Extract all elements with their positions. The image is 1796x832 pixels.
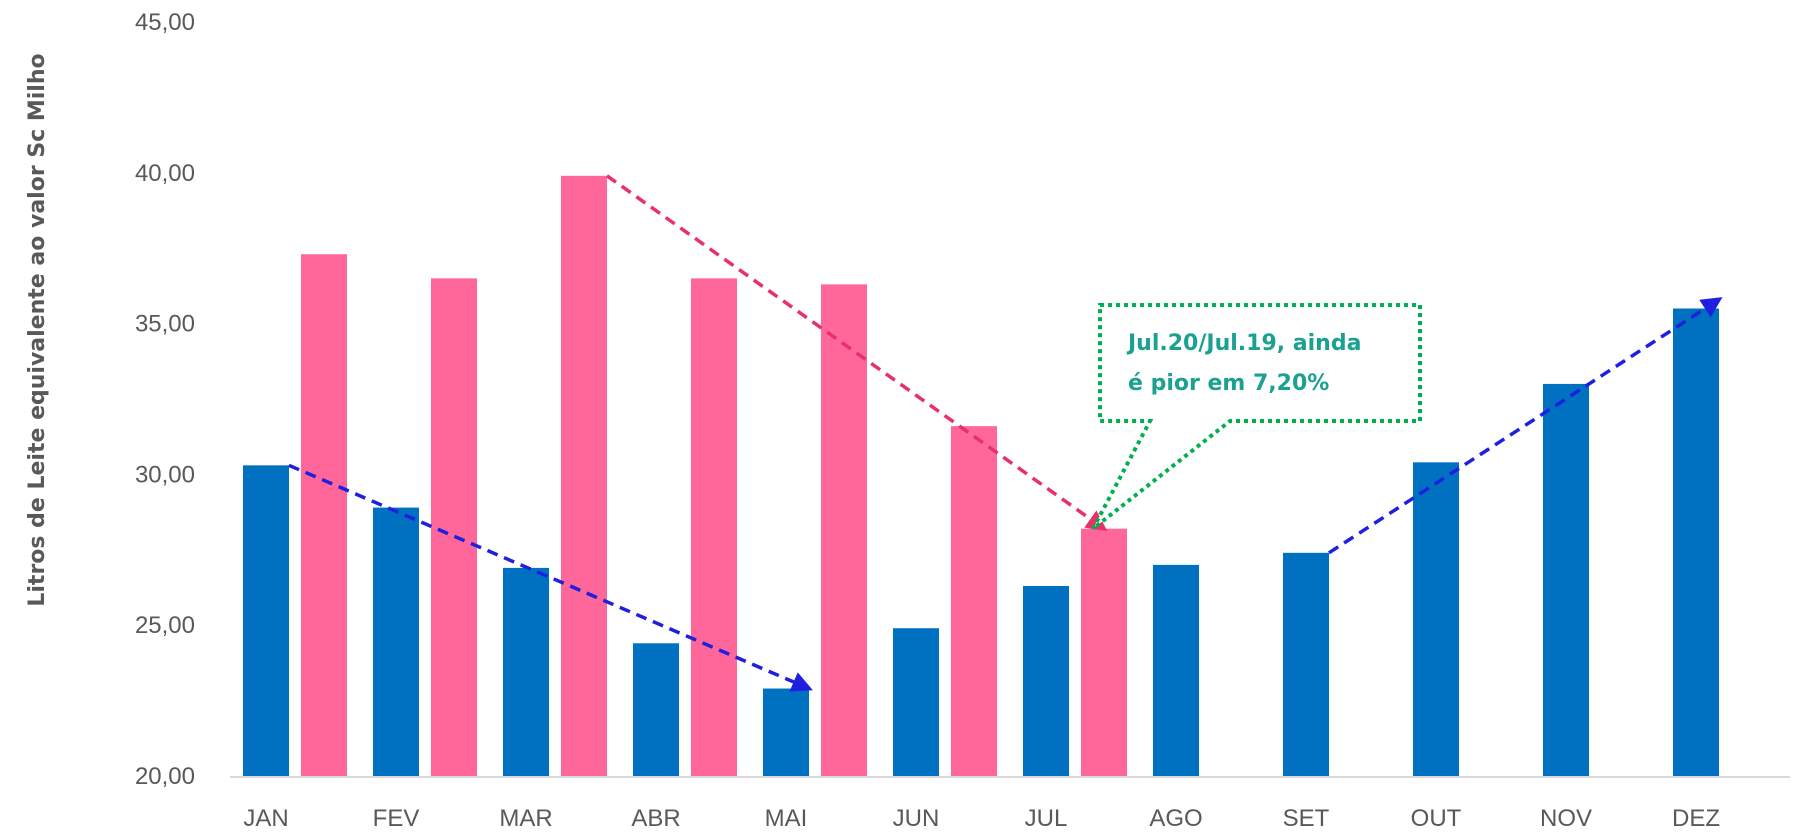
x-tick-label: NOV	[1540, 805, 1592, 832]
trend-arrow	[288, 463, 813, 692]
bar-pink-mai	[821, 284, 867, 776]
trend-arrow	[1328, 297, 1723, 555]
bar-blue-out	[1413, 462, 1459, 776]
bars	[243, 175, 1719, 777]
bar-blue-dez	[1673, 308, 1719, 776]
bar-blue-nov	[1543, 383, 1589, 776]
x-tick-label: OUT	[1411, 805, 1462, 832]
x-tick-label: ABR	[631, 805, 680, 832]
trend-arrow	[605, 174, 1108, 532]
x-tick-label: JUN	[893, 805, 940, 832]
y-tick-label: 45,00	[135, 9, 195, 36]
bar-blue-fev	[373, 507, 419, 776]
callout-text-line: Jul.20/Jul.19, ainda	[1126, 331, 1361, 356]
y-axis-ticks: 20,00 25,00 30,00 35,00 40,00 45,00	[135, 9, 195, 790]
y-tick-label: 20,00	[135, 763, 195, 790]
bar-pink-jan	[301, 254, 347, 776]
x-tick-label: AGO	[1149, 805, 1202, 832]
bar-blue-jan	[243, 465, 289, 776]
x-axis-ticks: JAN FEV MAR ABR MAI JUN JUL AGO SET OUT NOV DEZ	[243, 805, 1720, 832]
annotation-callout: Jul.20/Jul.19, ainda é pior em 7,20%	[1091, 303, 1422, 531]
x-tick-label: JAN	[243, 805, 288, 832]
callout-box	[1091, 303, 1422, 531]
bar-pink-jun	[951, 426, 997, 776]
bar-pink-jul	[1081, 528, 1127, 776]
bar-blue-jul	[1023, 585, 1069, 776]
x-tick-label: JUL	[1025, 805, 1068, 832]
bar-blue-abr	[633, 643, 679, 776]
bar-blue-mai	[763, 688, 809, 776]
x-tick-label: SET	[1283, 805, 1330, 832]
bar-pink-mar	[561, 175, 607, 777]
bar-blue-jun	[893, 628, 939, 776]
callout-text-line: é pior em 7,20%	[1128, 371, 1329, 396]
y-tick-label: 30,00	[135, 461, 195, 488]
x-tick-label: MAI	[765, 805, 808, 832]
x-tick-label: MAR	[499, 805, 552, 832]
x-tick-label: DEZ	[1672, 805, 1720, 832]
bar-pink-abr	[691, 278, 737, 776]
y-tick-label: 25,00	[135, 612, 195, 639]
bar-blue-set	[1283, 552, 1329, 776]
bar-pink-fev	[431, 278, 477, 776]
y-tick-label: 40,00	[135, 160, 195, 187]
x-tick-label: FEV	[373, 805, 420, 832]
y-tick-label: 35,00	[135, 311, 195, 338]
bar-blue-mar	[503, 567, 549, 776]
y-axis-title: Litros de Leite equivalente ao valor Sc …	[25, 53, 50, 606]
trend-arrows	[288, 174, 1723, 692]
bar-blue-ago	[1153, 564, 1199, 776]
